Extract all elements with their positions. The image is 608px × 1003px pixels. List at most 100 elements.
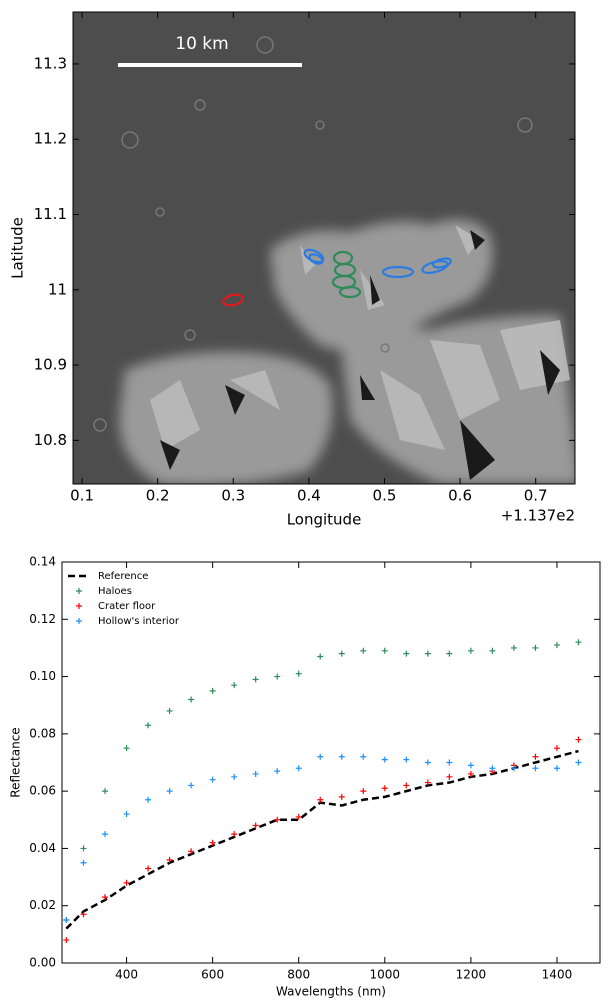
point [188,696,194,702]
x-tick-label: 0.4 [297,487,321,505]
point [210,777,216,783]
point [403,757,409,763]
point [145,797,151,803]
point [511,645,517,651]
point [317,754,323,760]
point [253,771,259,777]
point [382,648,388,654]
y-tick-label: 11.2 [34,130,67,148]
y-tick-label: 0.12 [29,612,56,626]
point [575,760,581,766]
point [231,831,237,837]
point [124,745,130,751]
point [554,642,560,648]
point [124,811,130,817]
x-axis-label: Wavelengths (nm) [276,985,386,999]
point [145,865,151,871]
point [63,917,69,923]
point [81,845,87,851]
point [511,765,517,771]
point [296,671,302,677]
point [124,880,130,886]
point [489,648,495,654]
point [167,708,173,714]
y-tick-label: 10.8 [34,431,67,449]
point [468,762,474,768]
point [425,760,431,766]
point [554,745,560,751]
x-tick-label: 0.7 [524,487,548,505]
y-tick-label: 0.08 [29,726,56,740]
y-tick-label: 10.9 [34,356,67,374]
y-tick-label: 0.00 [29,956,56,970]
point [532,765,538,771]
point [102,788,108,794]
x-tick-label: 1400 [542,968,573,982]
point [339,651,345,657]
x-tick-label: 1200 [456,968,487,982]
point [253,676,259,682]
point [468,648,474,654]
legend-swatch [76,588,82,594]
point [274,674,280,680]
y-tick-label: 0.14 [29,555,56,569]
point [296,765,302,771]
figure: 10 km 0.10.20.30.40.50.60.710.810.91111.… [0,0,608,1003]
point [360,754,366,760]
y-tick-label: 11.3 [34,54,67,72]
x-tick-label: 1000 [370,968,401,982]
x-tick-label: 800 [287,968,310,982]
point [554,765,560,771]
y-tick-label: 11.1 [34,205,67,223]
point [145,722,151,728]
point [446,651,452,657]
point [102,831,108,837]
point [339,794,345,800]
legend-swatch [76,618,82,624]
y-tick-label: 0.06 [29,784,56,798]
point [210,688,216,694]
legend-label: Hollow's interior [98,616,180,627]
point [446,774,452,780]
legend-swatch [76,603,82,609]
point [253,823,259,829]
legend-label: Haloes [98,586,132,597]
x-tick-label: 0.3 [221,487,245,505]
point [382,785,388,791]
offset-label: +1.137e2 [501,507,575,525]
y-tick-label: 0.04 [29,841,56,855]
point [360,648,366,654]
point [575,639,581,645]
point [532,754,538,760]
x-tick-label: 0.6 [448,487,472,505]
point [360,788,366,794]
point [188,782,194,788]
point [231,682,237,688]
point [81,860,87,866]
point [425,651,431,657]
point [575,737,581,743]
x-tick-label: 400 [115,968,138,982]
point [446,760,452,766]
x-tick-label: 0.2 [146,487,170,505]
scale-bar-label: 10 km [175,34,228,54]
point [403,651,409,657]
legend-label: Crater floor [98,601,156,612]
y-tick-label: 0.10 [29,669,56,683]
x-tick-label: 600 [201,968,224,982]
point [274,768,280,774]
point [382,757,388,763]
y-tick-label: 0.02 [29,898,56,912]
point [63,937,69,943]
y-tick-label: 11 [48,280,67,298]
point [489,765,495,771]
point [231,774,237,780]
x-tick-label: 0.1 [70,487,94,505]
x-axis-label: Longitude [287,511,362,529]
point [403,782,409,788]
y-axis-label: Latitude [9,217,27,279]
reference-line [66,751,578,929]
point [317,654,323,660]
spectra-axes: 400 600 800 1000 1200 1400 0.00 0.02 0.04 0.06 0.0… [9,555,601,999]
point [532,645,538,651]
